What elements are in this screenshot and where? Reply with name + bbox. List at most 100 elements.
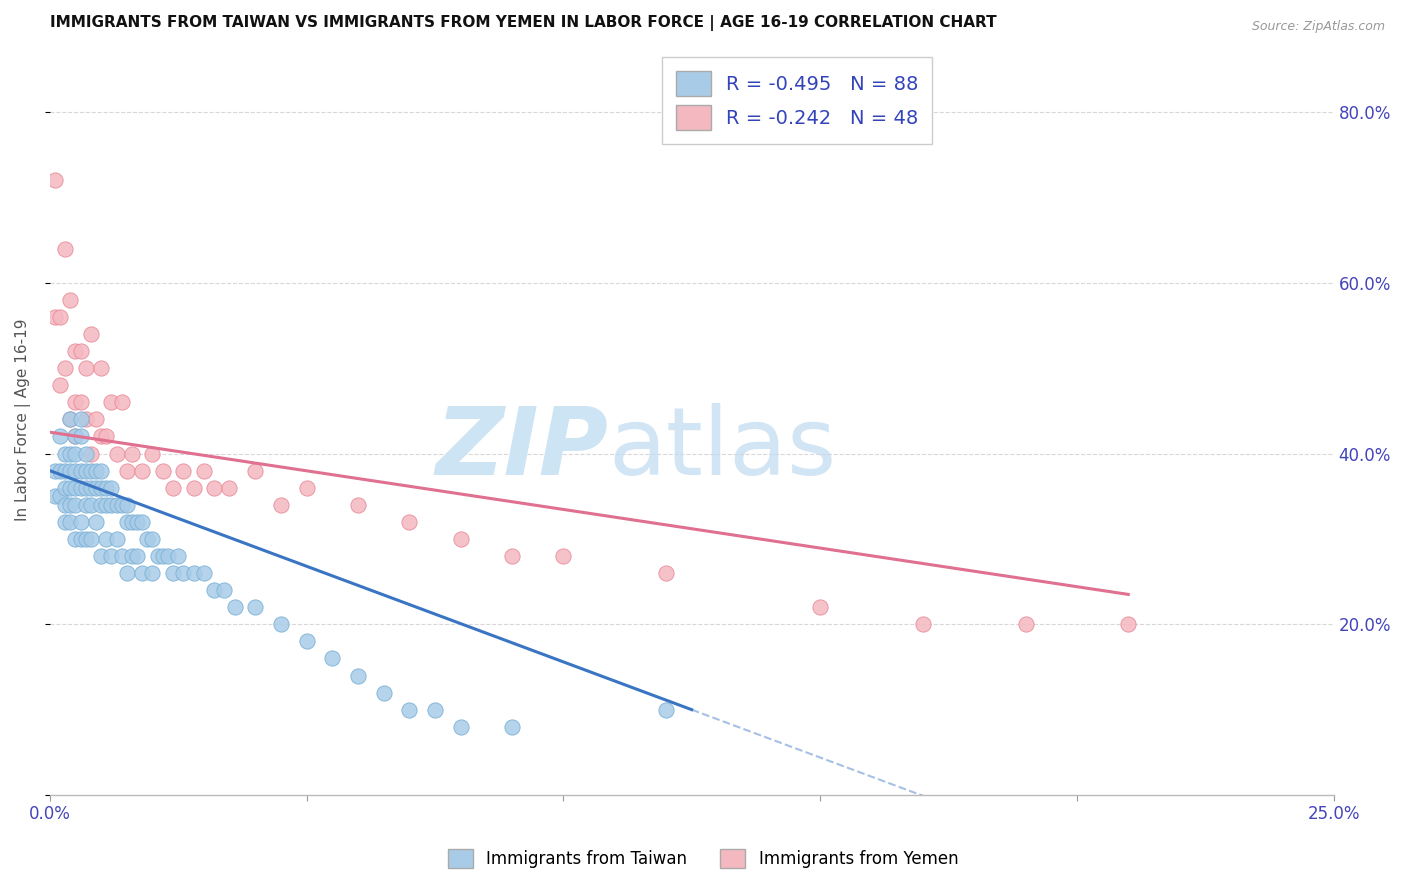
Point <box>131 515 153 529</box>
Point <box>96 498 118 512</box>
Point <box>69 412 91 426</box>
Point <box>65 532 87 546</box>
Point <box>84 481 107 495</box>
Point <box>75 498 97 512</box>
Point <box>65 481 87 495</box>
Point <box>270 617 292 632</box>
Point <box>243 600 266 615</box>
Point <box>75 412 97 426</box>
Text: atlas: atlas <box>609 403 837 495</box>
Point <box>136 532 159 546</box>
Point <box>59 412 82 426</box>
Point <box>111 395 134 409</box>
Point <box>214 583 236 598</box>
Point <box>121 549 143 563</box>
Point <box>69 515 91 529</box>
Point <box>69 481 91 495</box>
Point <box>75 481 97 495</box>
Point <box>100 498 122 512</box>
Point <box>553 549 575 563</box>
Point <box>90 549 112 563</box>
Point <box>423 703 446 717</box>
Point <box>90 429 112 443</box>
Point <box>59 515 82 529</box>
Point <box>105 498 128 512</box>
Point <box>243 464 266 478</box>
Point <box>53 481 76 495</box>
Point <box>111 549 134 563</box>
Point <box>59 481 82 495</box>
Point <box>224 600 246 615</box>
Point <box>105 446 128 460</box>
Point <box>59 446 82 460</box>
Point <box>80 446 103 460</box>
Point <box>121 446 143 460</box>
Point <box>65 429 87 443</box>
Point <box>49 464 72 478</box>
Point <box>49 378 72 392</box>
Point <box>125 549 148 563</box>
Point <box>49 429 72 443</box>
Point <box>49 489 72 503</box>
Point <box>141 566 163 580</box>
Point <box>65 344 87 359</box>
Point <box>152 549 174 563</box>
Point <box>121 515 143 529</box>
Point <box>69 344 91 359</box>
Point <box>115 515 138 529</box>
Point <box>84 515 107 529</box>
Point <box>347 498 370 512</box>
Legend: R = -0.495   N = 88, R = -0.242   N = 48: R = -0.495 N = 88, R = -0.242 N = 48 <box>662 57 932 145</box>
Point <box>152 464 174 478</box>
Point <box>96 481 118 495</box>
Point <box>100 549 122 563</box>
Point <box>146 549 169 563</box>
Point <box>295 634 318 648</box>
Point <box>450 720 472 734</box>
Point <box>80 481 103 495</box>
Point <box>398 703 420 717</box>
Point <box>69 429 91 443</box>
Point <box>53 498 76 512</box>
Point <box>100 481 122 495</box>
Point <box>115 464 138 478</box>
Point <box>96 532 118 546</box>
Point <box>44 464 66 478</box>
Point <box>183 481 205 495</box>
Point <box>49 310 72 324</box>
Point <box>115 498 138 512</box>
Point <box>105 532 128 546</box>
Point <box>75 361 97 376</box>
Point <box>347 668 370 682</box>
Point <box>59 412 82 426</box>
Point <box>141 532 163 546</box>
Point <box>53 464 76 478</box>
Point <box>75 446 97 460</box>
Point <box>44 489 66 503</box>
Point <box>202 583 225 598</box>
Point <box>65 446 87 460</box>
Point <box>655 703 678 717</box>
Point <box>59 464 82 478</box>
Point <box>808 600 831 615</box>
Point <box>65 395 87 409</box>
Point <box>125 515 148 529</box>
Point <box>270 498 292 512</box>
Point <box>131 566 153 580</box>
Point <box>59 498 82 512</box>
Point <box>193 566 215 580</box>
Point <box>131 464 153 478</box>
Point <box>80 498 103 512</box>
Text: IMMIGRANTS FROM TAIWAN VS IMMIGRANTS FROM YEMEN IN LABOR FORCE | AGE 16-19 CORRE: IMMIGRANTS FROM TAIWAN VS IMMIGRANTS FRO… <box>49 15 997 31</box>
Point <box>44 173 66 187</box>
Text: ZIP: ZIP <box>436 403 609 495</box>
Y-axis label: In Labor Force | Age 16-19: In Labor Force | Age 16-19 <box>15 318 31 521</box>
Point <box>172 566 194 580</box>
Point <box>53 446 76 460</box>
Point <box>501 720 523 734</box>
Point <box>53 515 76 529</box>
Point <box>141 446 163 460</box>
Point <box>183 566 205 580</box>
Point <box>65 464 87 478</box>
Point <box>90 464 112 478</box>
